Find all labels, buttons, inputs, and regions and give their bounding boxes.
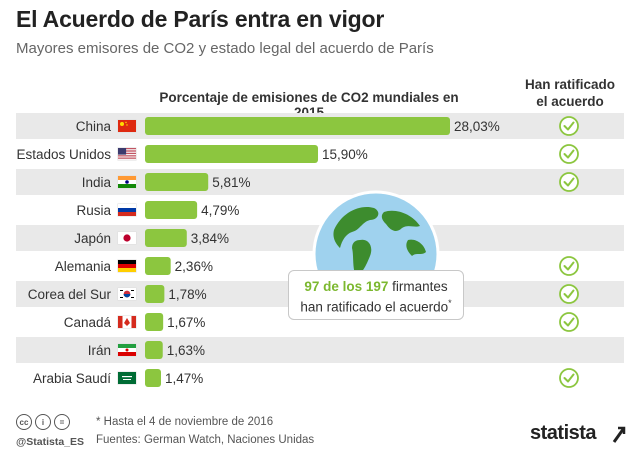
globe-icon (312, 190, 440, 280)
social-handle: @Statista_ES (16, 436, 85, 448)
ratified-check-icon (559, 172, 579, 192)
callout-line-2: han ratificado el acuerdo* (289, 295, 463, 316)
bar (145, 117, 450, 135)
no-derivatives-icon: = (54, 414, 70, 430)
license-icons: cc i = (16, 414, 70, 430)
callout-line-1: 97 de los 197 firmantes (289, 278, 463, 295)
bar (145, 257, 171, 275)
ratified-check-icon (559, 144, 579, 164)
flag-cn-icon (117, 119, 137, 133)
bar (145, 229, 187, 247)
bar (145, 145, 319, 163)
callout-line-2-text: han ratificado el acuerdo (300, 299, 449, 315)
flag-sa-icon (117, 371, 137, 385)
statista-logo: statista (530, 422, 597, 444)
emissions-bar-chart: China 28,03% Estados Unidos 15,90% India 5,81… (16, 113, 624, 388)
flag-de-icon (117, 259, 137, 273)
value-label: 1,63% (167, 343, 205, 358)
flag-ru-icon (117, 203, 137, 217)
ratification-callout: 97 de los 197 firmantes han ratificado e… (288, 270, 464, 320)
page-title: El Acuerdo de París entra en vigor (16, 6, 385, 32)
callout-line-1-rest: firmantes (388, 279, 448, 294)
callout-asterisk: * (448, 298, 452, 308)
bar (145, 201, 198, 219)
sources: Fuentes: German Watch, Naciones Unidas (96, 434, 315, 446)
footnote: * Hasta el 4 de noviembre de 2016 (96, 416, 274, 428)
flag-ir-icon (117, 343, 137, 357)
callout-count: 97 de los 197 (304, 279, 389, 294)
value-label: 2,36% (175, 259, 213, 274)
ratified-column-header: Han ratificado el acuerdo (524, 77, 616, 109)
value-label: 15,90% (322, 147, 368, 162)
category-label: Canadá (64, 315, 112, 330)
creative-commons-icon: cc (16, 414, 32, 430)
flag-jp-icon (117, 231, 137, 245)
flag-in-icon (117, 175, 137, 189)
value-label: 28,03% (454, 119, 500, 134)
ratified-check-icon (559, 116, 579, 136)
category-label: India (82, 175, 112, 190)
flag-ca-icon (117, 315, 137, 329)
category-label: Irán (88, 343, 111, 358)
bar (145, 369, 161, 387)
flag-kr-icon (117, 287, 137, 301)
value-label: 1,78% (168, 287, 206, 302)
value-label: 3,84% (191, 231, 229, 246)
category-label: China (76, 119, 112, 134)
ratified-check-icon (559, 256, 579, 276)
value-label: 1,67% (167, 315, 205, 330)
value-label: 1,47% (165, 371, 203, 386)
category-label: Arabia Saudí (33, 371, 111, 386)
statista-logo-mark-icon (612, 426, 626, 443)
attribution-icon: i (35, 414, 51, 430)
row-band (16, 337, 624, 363)
row-band (16, 169, 624, 195)
flag-us-icon (117, 147, 137, 161)
category-label: Alemania (55, 259, 112, 274)
bar (145, 285, 165, 303)
ratified-check-icon (559, 312, 579, 332)
category-label: Estados Unidos (16, 147, 111, 162)
category-label: Japón (74, 231, 111, 246)
bar (145, 341, 163, 359)
category-label: Rusia (76, 203, 111, 218)
ratified-check-icon (559, 368, 579, 388)
page-subtitle: Mayores emisores de CO2 y estado legal d… (16, 40, 434, 57)
value-label: 5,81% (212, 175, 250, 190)
value-label: 4,79% (201, 203, 239, 218)
globe-illustration (312, 190, 440, 280)
ratified-check-icon (559, 284, 579, 304)
category-label: Corea del Sur (28, 287, 112, 302)
bar (145, 173, 209, 191)
bar (145, 313, 164, 331)
